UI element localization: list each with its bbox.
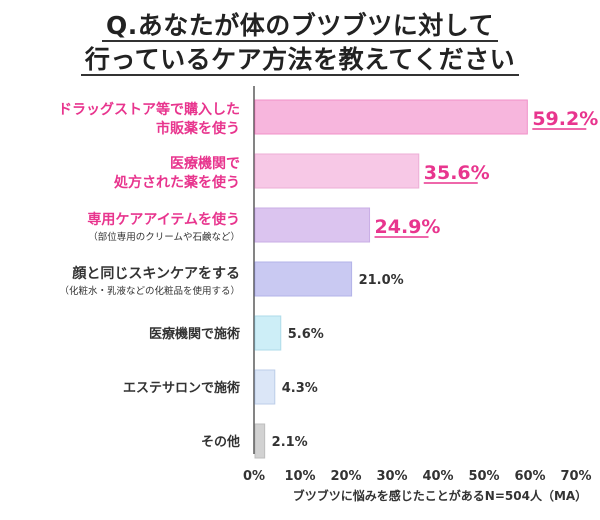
bar-2	[254, 207, 371, 243]
x-tick-label: 60%	[514, 469, 545, 484]
bar-6	[254, 423, 266, 459]
category-label: その他	[201, 434, 240, 450]
x-tick-label: 40%	[422, 469, 453, 484]
category-label: 処方された薬を使う	[113, 174, 240, 191]
bar-1	[254, 153, 420, 189]
x-tick-label: 50%	[468, 469, 499, 484]
category-label: 専用ケアアイテムを使う	[87, 211, 240, 228]
bar-0	[254, 99, 528, 135]
chart-title-line-2: 行っているケア方法を教えてください	[0, 40, 600, 76]
bar-5	[254, 369, 276, 405]
x-tick-label: 10%	[284, 469, 315, 484]
value-label: 4.3%	[282, 381, 318, 396]
x-axis-label: ブツブツに悩みを感じたことがあるN=504人（MA）	[293, 488, 587, 503]
value-label: 59.2%	[532, 108, 598, 130]
value-label: 21.0%	[359, 273, 404, 288]
value-label: 2.1%	[272, 435, 308, 450]
bar-3	[254, 261, 353, 297]
value-label: 5.6%	[288, 327, 324, 342]
category-label: 市販薬を使う	[156, 120, 240, 137]
x-tick-label: 30%	[376, 469, 407, 484]
category-sublabel: （部位専用のクリームや石鹸など）	[88, 231, 240, 243]
category-label: 医療機関で	[170, 155, 240, 172]
value-label: 35.6%	[424, 162, 490, 184]
category-label: 顔と同じスキンケアをする	[71, 265, 240, 282]
bar-4	[254, 315, 282, 351]
chart-title-line-1: Q.あなたが体のブツブツに対して	[0, 6, 600, 42]
x-tick-label: 20%	[330, 469, 361, 484]
category-label: エステサロンで施術	[123, 380, 240, 396]
category-label: ドラッグストア等で購入した	[58, 101, 240, 118]
category-sublabel: （化粧水・乳液などの化粧品を使用する）	[59, 285, 240, 297]
x-tick-label: 0%	[243, 469, 265, 484]
x-tick-label: 70%	[560, 469, 591, 484]
value-label: 24.9%	[375, 216, 441, 238]
category-label: 医療機関で施術	[149, 326, 240, 342]
